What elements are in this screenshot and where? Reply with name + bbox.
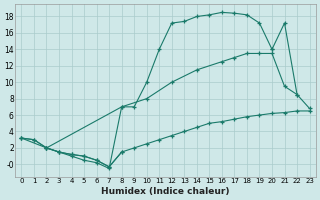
X-axis label: Humidex (Indice chaleur): Humidex (Indice chaleur) <box>101 187 230 196</box>
